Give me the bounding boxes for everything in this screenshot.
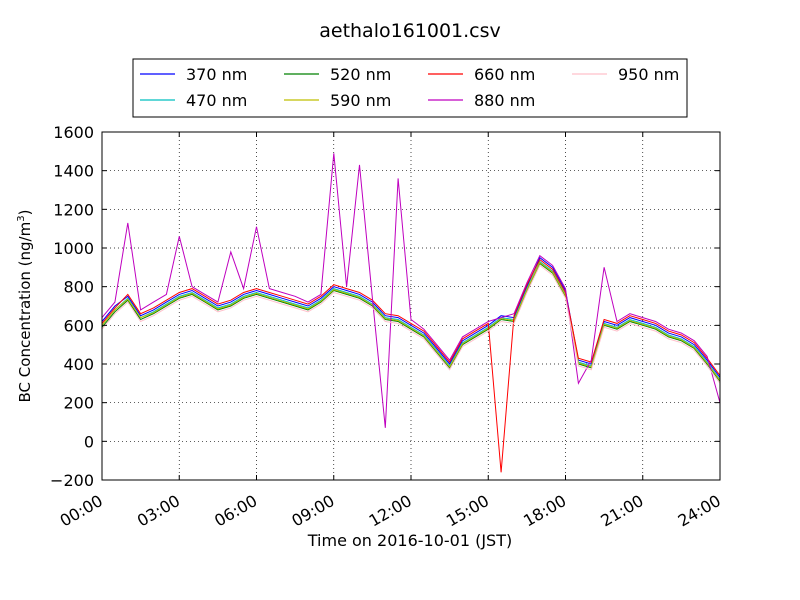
y-tick-label: 400 [63, 355, 94, 374]
y-axis-label-main: BC Concentration (ng/m [16, 222, 34, 403]
legend-label: 660 nm [474, 65, 535, 84]
y-axis-label-close: ) [16, 210, 34, 216]
x-axis-label: Time on 2016-10-01 (JST) [307, 531, 512, 550]
y-tick-label: 1400 [53, 162, 94, 181]
y-tick-label: 0 [84, 432, 94, 451]
y-axis-label-superscript: 3 [16, 215, 27, 221]
y-tick-label: 800 [63, 278, 94, 297]
series-line-660-nm [101, 258, 721, 473]
series-line-370-nm [101, 256, 721, 378]
x-tick-label: 03:00 [134, 491, 183, 531]
y-tick-label: 200 [63, 394, 94, 413]
x-tick-label: 18:00 [520, 491, 569, 531]
axis-ticks: 00:00 03:00 06:00 09:00 12:00 15:00 18:00 21:00… [50, 123, 724, 531]
legend-label: 950 nm [618, 65, 679, 84]
y-tick-label: 1600 [53, 123, 94, 142]
series-line-590-nm [101, 261, 721, 381]
series-layer [101, 153, 721, 473]
y-tick-label: 1000 [53, 239, 94, 258]
legend-label: 880 nm [474, 91, 535, 110]
legend-box [132, 58, 688, 118]
legend-label: 370 nm [186, 65, 247, 84]
chart-title: aethalo161001.csv [319, 20, 501, 42]
x-tick-label: 12:00 [366, 491, 415, 531]
y-tick-label: −200 [50, 471, 94, 490]
series-line-950-nm [101, 264, 721, 384]
x-tick-label: 09:00 [288, 491, 337, 531]
legend-label: 590 nm [330, 91, 391, 110]
chart-legend: 370 nm 470 nm 520 nm 590 nm 660 nm 880 nm 950 … [132, 58, 688, 118]
series-line-470-nm [101, 260, 721, 380]
x-tick-label: 21:00 [597, 491, 646, 531]
grid-lines [101, 131, 721, 481]
x-tick-label: 06:00 [211, 491, 260, 531]
legend-label: 470 nm [186, 91, 247, 110]
y-axis-label: BC Concentration (ng/m3) [16, 210, 34, 403]
legend-label: 520 nm [330, 65, 391, 84]
y-tick-label: 600 [63, 316, 94, 335]
x-tick-label: 24:00 [675, 491, 724, 531]
series-line-880-nm [101, 153, 721, 428]
x-tick-label: 00:00 [57, 491, 106, 531]
y-tick-label: 1200 [53, 200, 94, 219]
x-tick-label: 15:00 [443, 491, 492, 531]
series-line-520-nm [101, 262, 721, 382]
